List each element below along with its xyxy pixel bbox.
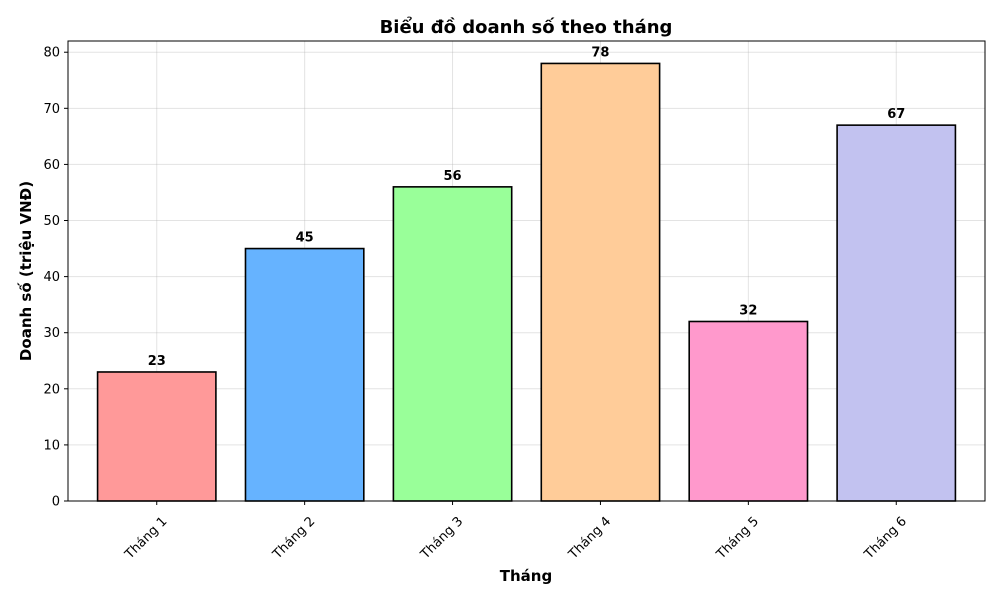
x-tick-label: Tháng 2 [270,514,319,563]
y-tick-label: 70 [43,102,60,117]
data-labels: 23 45 56 78 32 67 [148,45,906,369]
y-tick-label: 80 [43,46,60,61]
x-tick-label: Tháng 6 [861,514,910,563]
data-label-1: 23 [148,354,166,369]
x-axis-label: Tháng [500,567,552,585]
data-label-4: 78 [591,45,609,60]
plot-frame [67,40,986,502]
bar-1 [96,371,217,502]
y-tick-label: 20 [43,382,60,397]
bar-5 [688,320,809,502]
y-axis-ticks: 0 10 20 30 40 50 60 70 80 [43,46,68,510]
x-axis-ticks: Tháng 1 Tháng 2 Tháng 3 Tháng 4 Tháng 5 Tháng… [122,501,910,563]
y-tick-label: 60 [43,158,60,173]
bar-2 [244,247,365,502]
y-tick-label: 40 [43,270,60,285]
x-tick-label: Tháng 1 [122,514,171,563]
bar-6 [836,124,957,502]
y-tick-label: 0 [52,495,60,510]
y-axis-label: Doanh số (triệu VNĐ) [16,181,35,361]
x-tick-label: Tháng 3 [417,514,466,563]
bar-4 [540,62,661,502]
x-tick-label: Tháng 5 [713,514,762,563]
data-label-2: 45 [296,231,314,246]
chart-title: Biểu đồ doanh số theo tháng [380,16,673,38]
data-label-5: 32 [739,303,757,318]
x-tick-label: Tháng 4 [565,514,614,563]
bars [96,62,957,502]
y-tick-label: 10 [43,438,60,453]
y-tick-label: 50 [43,214,60,229]
bar-3 [392,186,513,502]
data-label-6: 67 [887,107,905,122]
y-tick-label: 30 [43,326,60,341]
data-label-3: 56 [444,169,462,184]
